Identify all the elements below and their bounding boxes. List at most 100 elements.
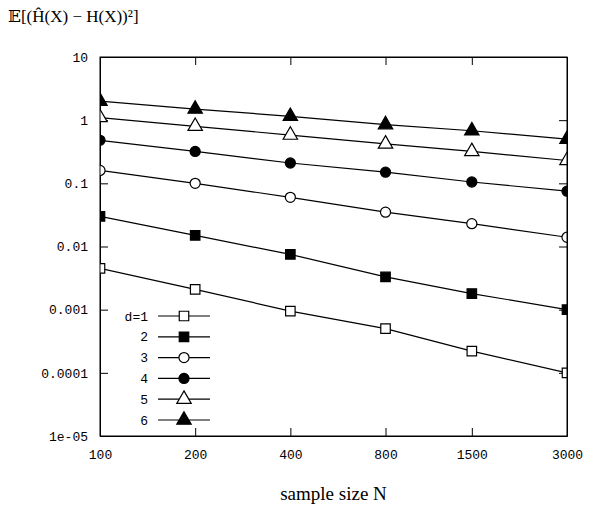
tick-label: 3000 [552, 448, 583, 463]
tick-mark [195, 428, 196, 436]
marker [467, 289, 476, 298]
legend: d=1 2 3 4 5 6 [125, 310, 210, 429]
marker [465, 122, 479, 134]
tick-label: 10 [72, 51, 88, 66]
tick-mark [100, 310, 108, 311]
marker [190, 231, 199, 240]
tick-label: 0.01 [57, 240, 88, 255]
marker [562, 232, 567, 242]
tick [472, 57, 473, 65]
series-line [100, 216, 567, 309]
marker [381, 324, 390, 333]
marker [562, 305, 567, 314]
marker [560, 152, 567, 164]
marker [190, 285, 199, 294]
marker [465, 143, 479, 155]
legend-marker [177, 412, 191, 424]
tick-mark [386, 57, 387, 65]
tick-mark [472, 57, 473, 65]
marker [100, 165, 105, 175]
marker [100, 264, 105, 273]
marker [562, 186, 567, 196]
tick: 10 [72, 51, 108, 66]
marker [286, 250, 295, 259]
marker [381, 272, 390, 281]
tick-mark [559, 247, 567, 248]
legend-label: 5 [140, 393, 148, 408]
tick-mark [290, 57, 291, 65]
legend-marker [179, 332, 188, 341]
plot: 100 200 400 800 1500 3000 1e-05 0.0001 0.001 0.01… [41, 51, 583, 464]
marker [100, 135, 105, 145]
tick-label: 1500 [457, 448, 488, 463]
marker [286, 306, 295, 315]
tick-label: 800 [374, 448, 397, 463]
tick-mark [195, 57, 196, 65]
y-axis: 1e-05 0.0001 0.001 0.01 0.1 1 10 [41, 51, 108, 445]
marker [100, 93, 107, 105]
marker [560, 131, 567, 143]
marker [285, 158, 295, 168]
series-line [100, 170, 567, 237]
series-line [100, 268, 567, 372]
legend-label: 4 [140, 372, 148, 387]
legend-marker [179, 353, 189, 363]
marker [100, 109, 107, 121]
marker [467, 346, 476, 355]
tick-label: 400 [279, 448, 302, 463]
tick-label: 1 [80, 114, 88, 129]
marker [285, 192, 295, 202]
tick [559, 247, 567, 248]
legend-label: 2 [140, 330, 148, 345]
tick-mark [290, 428, 291, 436]
x-axis: 100 200 400 800 1500 3000 [89, 428, 583, 463]
series-line [100, 101, 567, 139]
series-line [100, 118, 567, 161]
legend-marker [179, 311, 188, 320]
tick [195, 57, 196, 65]
marker [190, 146, 200, 156]
marker [378, 116, 392, 128]
marker [467, 177, 477, 187]
chart: 100 200 400 800 1500 3000 1e-05 0.0001 0.001 0.01… [0, 0, 590, 518]
tick-label: 0.0001 [41, 366, 88, 381]
tick-label: 100 [89, 448, 112, 463]
legend-marker [177, 391, 191, 403]
tick [559, 183, 567, 184]
tick [559, 120, 567, 121]
tick-mark [559, 120, 567, 121]
y-axis-mirror [559, 58, 568, 437]
tick-label: 0.001 [49, 303, 88, 318]
x-axis-title: sample size N [280, 483, 387, 504]
marker [190, 178, 200, 188]
x-axis-mirror [101, 57, 568, 65]
title: 𝔼[(Ĥ(X) − H(X))²] [8, 7, 139, 26]
tick: 0.1 [65, 177, 108, 192]
tick-mark [100, 247, 108, 248]
data-layer [100, 93, 567, 378]
marker [188, 118, 202, 130]
tick-mark [559, 183, 567, 184]
tick: 400 [279, 428, 302, 463]
series-line [100, 140, 567, 191]
legend-label: 3 [140, 351, 148, 366]
marker [380, 167, 390, 177]
tick-label: 200 [184, 448, 207, 463]
marker [378, 136, 392, 148]
marker [100, 212, 105, 221]
legend-marker [179, 373, 189, 383]
tick [386, 57, 387, 65]
tick: 1e-05 [49, 430, 108, 445]
marker [283, 108, 297, 120]
tick: 200 [184, 428, 207, 463]
legend-label: 6 [140, 414, 148, 429]
tick: 0.001 [49, 303, 108, 318]
marker [380, 207, 390, 217]
tick: 0.0001 [41, 366, 108, 381]
tick: 800 [374, 428, 397, 463]
tick-mark [472, 428, 473, 436]
plot-frame [100, 57, 567, 436]
tick-mark [386, 428, 387, 436]
legend-label: d=1 [125, 310, 149, 325]
marker [188, 101, 202, 113]
